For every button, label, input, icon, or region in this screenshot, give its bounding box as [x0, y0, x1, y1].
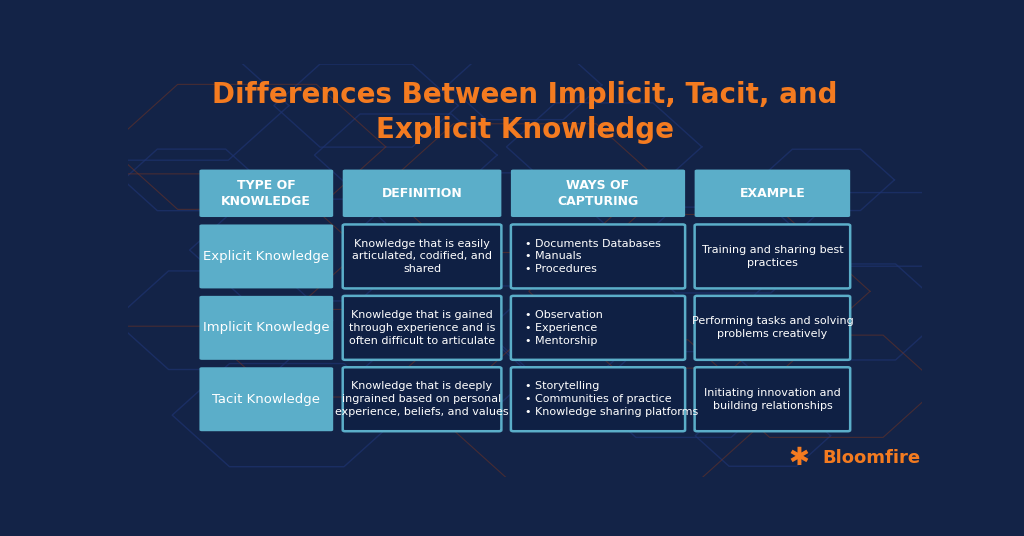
Text: Performing tasks and solving
problems creatively: Performing tasks and solving problems cr… [691, 316, 853, 339]
Text: • Storytelling
• Communities of practice
• Knowledge sharing platforms: • Storytelling • Communities of practice… [525, 382, 698, 417]
FancyBboxPatch shape [200, 296, 333, 360]
FancyBboxPatch shape [343, 367, 502, 431]
Text: EXAMPLE: EXAMPLE [739, 187, 805, 200]
Text: Knowledge that is easily
articulated, codified, and
shared: Knowledge that is easily articulated, co… [352, 239, 493, 274]
Text: TYPE OF
KNOWLEDGE: TYPE OF KNOWLEDGE [221, 179, 311, 208]
Text: Bloomfire: Bloomfire [822, 450, 921, 467]
Text: WAYS OF
CAPTURING: WAYS OF CAPTURING [557, 179, 639, 208]
FancyBboxPatch shape [694, 367, 850, 431]
FancyBboxPatch shape [200, 169, 333, 217]
FancyBboxPatch shape [200, 367, 333, 431]
FancyBboxPatch shape [200, 225, 333, 288]
Text: Tacit Knowledge: Tacit Knowledge [212, 393, 321, 406]
FancyBboxPatch shape [511, 296, 685, 360]
Text: Implicit Knowledge: Implicit Knowledge [203, 322, 330, 334]
Text: • Observation
• Experience
• Mentorship: • Observation • Experience • Mentorship [525, 310, 603, 346]
FancyBboxPatch shape [511, 225, 685, 288]
FancyBboxPatch shape [343, 225, 502, 288]
Text: • Documents Databases
• Manuals
• Procedures: • Documents Databases • Manuals • Proced… [525, 239, 662, 274]
Text: Training and sharing best
practices: Training and sharing best practices [701, 245, 843, 268]
FancyBboxPatch shape [694, 225, 850, 288]
FancyBboxPatch shape [694, 296, 850, 360]
Text: DEFINITION: DEFINITION [382, 187, 463, 200]
Text: Initiating innovation and
building relationships: Initiating innovation and building relat… [705, 388, 841, 411]
Text: Differences Between Implicit, Tacit, and: Differences Between Implicit, Tacit, and [212, 81, 838, 109]
Text: Explicit Knowledge: Explicit Knowledge [376, 116, 674, 144]
Text: Explicit Knowledge: Explicit Knowledge [203, 250, 330, 263]
Text: Knowledge that is gained
through experience and is
often difficult to articulate: Knowledge that is gained through experie… [349, 310, 496, 346]
FancyBboxPatch shape [511, 169, 685, 217]
FancyBboxPatch shape [694, 169, 850, 217]
FancyBboxPatch shape [511, 367, 685, 431]
FancyBboxPatch shape [343, 296, 502, 360]
Text: Knowledge that is deeply
ingrained based on personal
experience, beliefs, and va: Knowledge that is deeply ingrained based… [335, 382, 509, 417]
Text: ✱: ✱ [788, 446, 809, 471]
FancyBboxPatch shape [343, 169, 502, 217]
